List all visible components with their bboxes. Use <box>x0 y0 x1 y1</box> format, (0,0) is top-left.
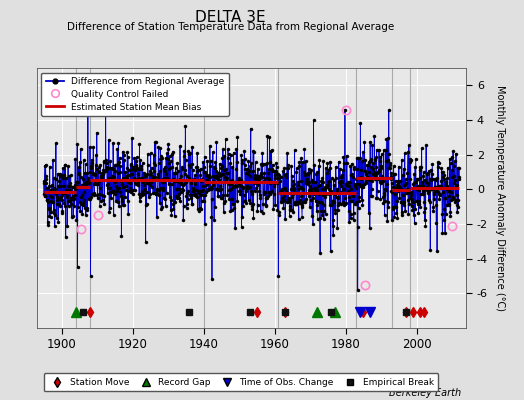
Legend: Station Move, Record Gap, Time of Obs. Change, Empirical Break: Station Move, Record Gap, Time of Obs. C… <box>43 374 439 392</box>
Y-axis label: Monthly Temperature Anomaly Difference (°C): Monthly Temperature Anomaly Difference (… <box>495 85 505 311</box>
Legend: Difference from Regional Average, Quality Control Failed, Estimated Station Mean: Difference from Regional Average, Qualit… <box>41 72 229 116</box>
Text: Difference of Station Temperature Data from Regional Average: Difference of Station Temperature Data f… <box>67 22 394 32</box>
Text: Berkeley Earth: Berkeley Earth <box>389 388 461 398</box>
Text: DELTA 3E: DELTA 3E <box>195 10 266 25</box>
